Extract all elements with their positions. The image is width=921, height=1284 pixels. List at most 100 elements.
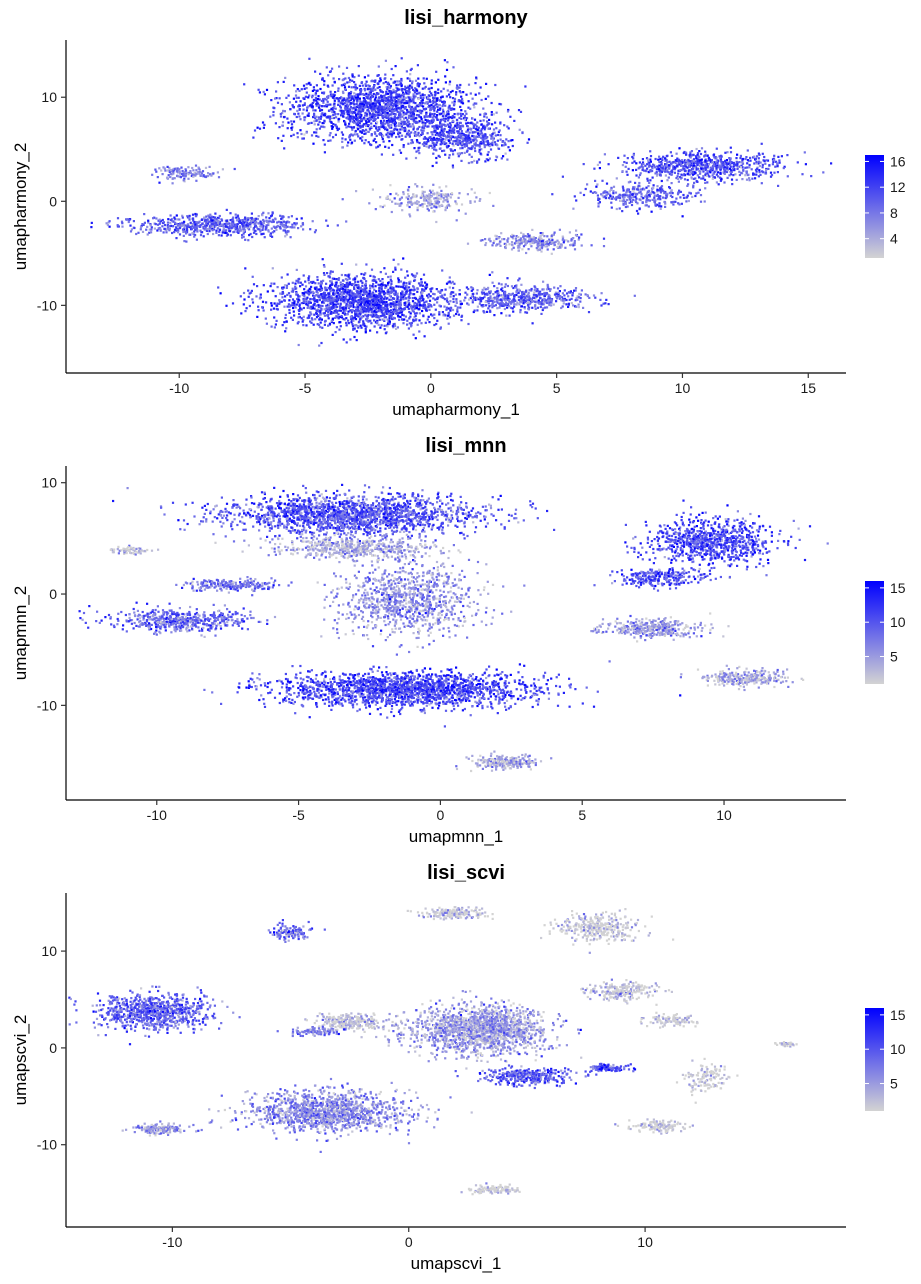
data-point [262, 232, 265, 235]
data-point [324, 294, 327, 297]
data-point [364, 84, 367, 87]
data-point [311, 105, 314, 108]
data-point [353, 81, 356, 84]
data-point [150, 231, 153, 234]
data-point [347, 319, 350, 322]
data-point [398, 318, 401, 321]
data-point [383, 128, 387, 131]
data-point [215, 231, 218, 234]
data-point [467, 161, 470, 165]
data-point [286, 273, 289, 276]
data-point [655, 174, 659, 177]
data-point [309, 228, 312, 231]
data-point [412, 118, 416, 121]
data-point [638, 161, 641, 164]
data-point [655, 171, 658, 174]
data-point [398, 113, 401, 117]
data-point [451, 136, 454, 139]
data-point [211, 219, 214, 222]
data-point [477, 126, 480, 129]
data-point [274, 97, 277, 100]
data-point [479, 86, 482, 89]
data-point [473, 159, 476, 162]
data-point [349, 125, 352, 128]
data-point [692, 153, 695, 156]
data-point [233, 167, 236, 171]
data-point [291, 223, 294, 226]
data-point [378, 110, 381, 113]
data-point [411, 80, 414, 83]
data-point [313, 88, 316, 92]
data-point [638, 181, 641, 185]
data-point [283, 321, 286, 324]
data-point [695, 157, 698, 160]
data-point [725, 163, 728, 166]
data-point [645, 201, 648, 204]
data-point [481, 133, 484, 136]
data-point [471, 134, 474, 137]
data-point [215, 229, 218, 232]
data-point [354, 129, 357, 133]
data-point [374, 96, 377, 99]
data-point [392, 96, 395, 99]
data-point [646, 177, 649, 180]
data-point [188, 216, 191, 219]
data-point [275, 97, 278, 100]
data-point [218, 224, 221, 228]
data-point [469, 107, 472, 110]
data-point [420, 117, 423, 120]
data-point [322, 113, 325, 116]
data-point [456, 113, 459, 116]
data-point [208, 230, 211, 233]
data-point [321, 258, 324, 261]
data-point [648, 164, 651, 167]
data-point [347, 92, 350, 95]
data-point [773, 171, 776, 174]
data-point [413, 302, 416, 305]
data-point [276, 81, 279, 84]
data-point [318, 98, 321, 101]
data-point [417, 149, 420, 152]
data-point [262, 284, 265, 287]
data-point [311, 89, 314, 92]
data-point [182, 172, 185, 175]
data-point [491, 141, 494, 144]
data-point [347, 141, 350, 144]
data-point [483, 136, 486, 140]
data-point [433, 138, 436, 141]
data-point [492, 139, 495, 142]
data-point [723, 181, 726, 184]
data-point [453, 149, 456, 152]
data-point [355, 263, 358, 266]
data-point [729, 157, 732, 160]
data-point [313, 131, 316, 134]
data-point [749, 159, 752, 162]
data-point [370, 122, 373, 125]
data-point [272, 114, 275, 117]
data-point [775, 160, 778, 163]
data-point [373, 325, 376, 328]
data-point [479, 119, 482, 122]
data-point [355, 113, 358, 116]
data-point [358, 116, 361, 119]
data-point [753, 173, 756, 176]
data-point [412, 88, 415, 91]
data-point [598, 197, 601, 201]
data-point [696, 163, 699, 166]
data-point [448, 156, 451, 159]
data-point [329, 115, 332, 118]
data-point [490, 113, 493, 116]
data-point [421, 121, 424, 124]
data-point [596, 183, 599, 186]
data-point [329, 132, 332, 135]
data-point [301, 112, 304, 115]
data-point [256, 285, 259, 288]
data-point [400, 85, 403, 88]
data-point [365, 92, 368, 95]
data-point [427, 98, 430, 101]
data-point [424, 102, 427, 105]
data-point [654, 157, 657, 161]
data-point [416, 84, 419, 87]
data-point [430, 131, 433, 134]
point-cluster-4 [90, 208, 348, 243]
